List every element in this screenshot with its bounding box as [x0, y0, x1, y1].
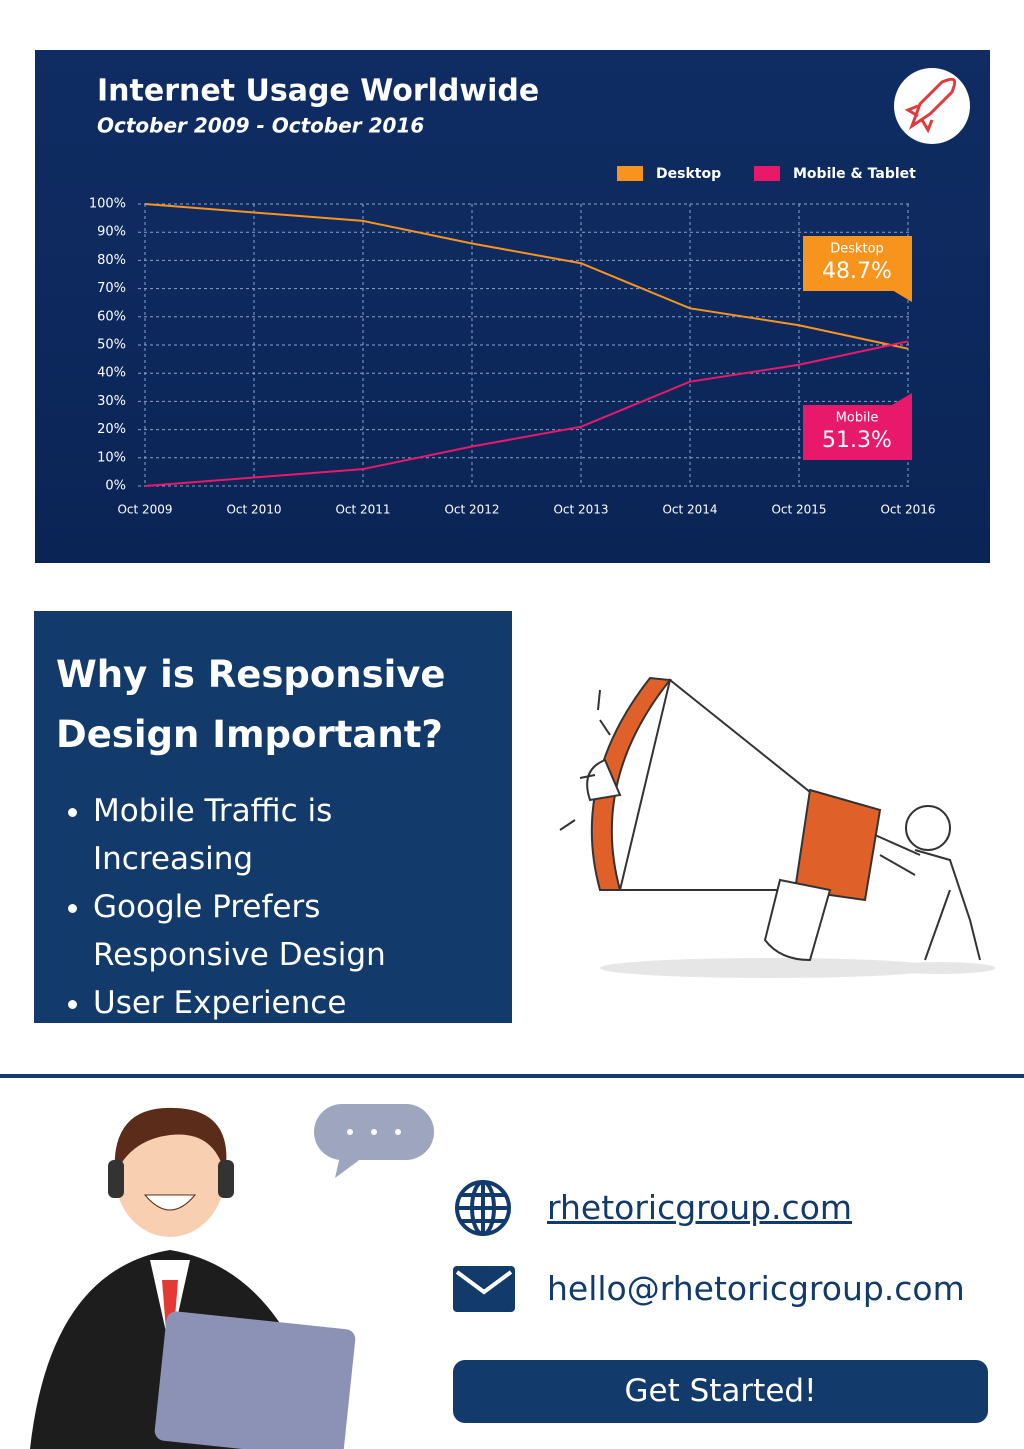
divider [0, 1074, 1024, 1078]
megaphone-illustration [559, 676, 995, 978]
chart: Internet Usage Worldwide October 2009 - … [35, 50, 990, 563]
bullet: Mobile Traffic is Increasing [93, 787, 490, 883]
legend-swatch [617, 166, 643, 181]
website-link[interactable]: rhetoricgroup.com [547, 1188, 853, 1227]
x-tick-label: Oct 2015 [771, 503, 826, 517]
x-tick-label: Oct 2011 [335, 503, 390, 517]
x-tick-label: Oct 2014 [662, 503, 717, 517]
callout-name: Desktop [830, 242, 884, 257]
legend-item: Desktop [617, 166, 721, 182]
callout-name: Mobile [836, 411, 879, 426]
y-tick-label: 90% [97, 225, 126, 240]
bullet: Google Prefers Responsive Design [93, 883, 490, 979]
y-tick-label: 100% [89, 197, 126, 212]
callout-box [803, 405, 912, 460]
legend-item: Mobile & Tablet [754, 166, 916, 182]
y-tick-label: 0% [105, 479, 126, 494]
value-label: 51.3% [822, 428, 892, 453]
line [144, 203, 909, 350]
chart-panel [35, 50, 990, 563]
section-title: Why is Responsive Design Important? [56, 653, 446, 756]
x-tick-label: Oct 2016 [880, 503, 935, 517]
y-tick-label: 20% [97, 422, 126, 437]
support-illustration [30, 1104, 434, 1449]
callout-box [803, 236, 912, 291]
x-tick-label: Oct 2009 [117, 503, 172, 517]
y-tick-label: 80% [97, 253, 126, 268]
callout-pointer [892, 393, 912, 405]
info-panel: Why is Responsive Design Important? Mobi… [34, 611, 512, 1023]
legend-swatch [754, 166, 780, 181]
value-label: 48.7% [822, 259, 892, 284]
rocket-icon [894, 68, 970, 144]
y-tick-label: 50% [97, 338, 126, 353]
x-tick-label: Oct 2012 [444, 503, 499, 517]
email: hello@rhetoricgroup.com [547, 1269, 965, 1308]
bullet: User Experience [93, 979, 490, 1027]
cta-button[interactable]: Get Started! [453, 1360, 988, 1423]
x-tick-label: Oct 2013 [553, 503, 608, 517]
y-tick-label: 40% [97, 366, 126, 381]
x-tick-label: Oct 2010 [226, 503, 281, 517]
y-tick-label: 60% [97, 309, 126, 324]
y-tick-label: 30% [97, 394, 126, 409]
bullet-list: Mobile Traffic is Increasing Google Pref… [56, 787, 490, 1027]
legend-label: Desktop [656, 166, 721, 182]
callout-pointer [892, 290, 912, 302]
chart-title: Internet Usage Worldwide [97, 74, 539, 109]
legend-label: Mobile & Tablet [793, 166, 916, 182]
y-tick-label: 70% [97, 281, 126, 296]
line [144, 340, 909, 487]
y-tick-label: 10% [97, 450, 126, 465]
contact-icons [453, 1180, 515, 1312]
chart-subtitle: October 2009 - October 2016 [97, 114, 424, 138]
